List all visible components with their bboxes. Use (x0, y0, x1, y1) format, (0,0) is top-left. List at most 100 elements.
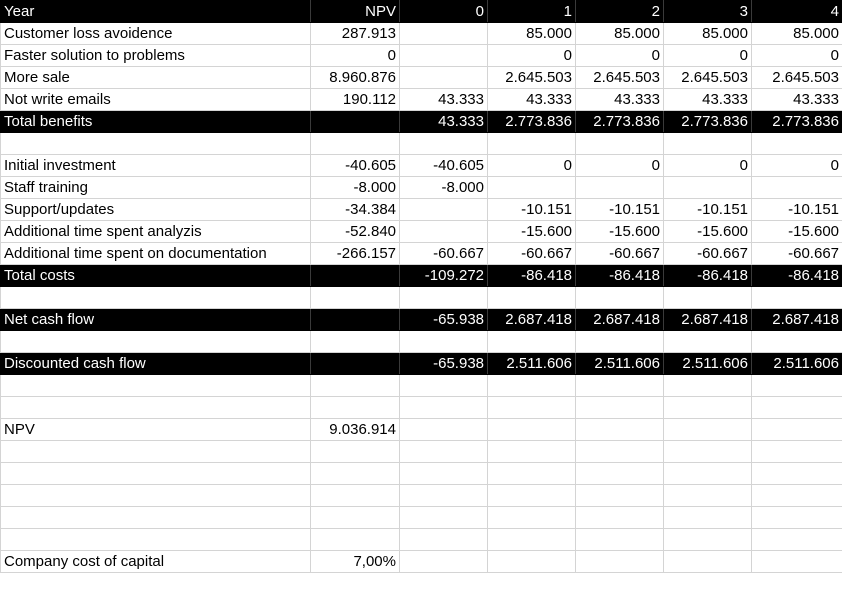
row-label-cell[interactable] (0, 132, 311, 155)
value-cell[interactable] (663, 132, 752, 155)
row-label-cell[interactable]: NPV (0, 418, 311, 441)
value-cell[interactable] (751, 396, 842, 419)
row-label-cell[interactable] (0, 374, 311, 397)
value-cell[interactable]: 0 (310, 44, 400, 67)
value-cell[interactable]: -15.600 (575, 220, 664, 243)
row-label-cell[interactable]: Initial investment (0, 154, 311, 177)
value-cell[interactable] (310, 528, 400, 551)
row-label-cell[interactable]: Total costs (0, 264, 311, 287)
value-cell[interactable]: 85.000 (487, 22, 576, 45)
value-cell[interactable]: 0 (487, 44, 576, 67)
value-cell[interactable] (310, 308, 400, 331)
value-cell[interactable]: -15.600 (487, 220, 576, 243)
value-cell[interactable] (663, 528, 752, 551)
value-cell[interactable] (310, 440, 400, 463)
row-label-cell[interactable]: Year (0, 0, 311, 23)
value-cell[interactable]: -8.000 (399, 176, 488, 199)
value-cell[interactable] (399, 506, 488, 529)
value-cell[interactable] (487, 132, 576, 155)
value-cell[interactable] (663, 440, 752, 463)
value-cell[interactable] (310, 286, 400, 309)
value-cell[interactable] (399, 66, 488, 89)
value-cell[interactable] (751, 506, 842, 529)
value-cell[interactable] (751, 418, 842, 441)
value-cell[interactable] (663, 550, 752, 573)
value-cell[interactable]: 0 (663, 154, 752, 177)
row-label-cell[interactable]: Total benefits (0, 110, 311, 133)
value-cell[interactable]: 85.000 (663, 22, 752, 45)
value-cell[interactable]: -60.667 (751, 242, 842, 265)
row-label-cell[interactable]: Additional time spent on documentation (0, 242, 311, 265)
value-cell[interactable]: 2.773.836 (487, 110, 576, 133)
row-label-cell[interactable] (0, 440, 311, 463)
value-cell[interactable] (399, 550, 488, 573)
value-cell[interactable] (310, 110, 400, 133)
value-cell[interactable] (399, 198, 488, 221)
value-cell[interactable]: 8.960.876 (310, 66, 400, 89)
value-cell[interactable]: -109.272 (399, 264, 488, 287)
value-cell[interactable]: 0 (663, 44, 752, 67)
row-label-cell[interactable]: Not write emails (0, 88, 311, 111)
row-label-cell[interactable]: Faster solution to problems (0, 44, 311, 67)
value-cell[interactable]: 0 (399, 0, 488, 23)
row-label-cell[interactable]: Discounted cash flow (0, 352, 311, 375)
value-cell[interactable]: -86.418 (751, 264, 842, 287)
value-cell[interactable]: -60.667 (663, 242, 752, 265)
value-cell[interactable]: -52.840 (310, 220, 400, 243)
row-label-cell[interactable] (0, 462, 311, 485)
value-cell[interactable]: -60.667 (575, 242, 664, 265)
value-cell[interactable]: 2.773.836 (751, 110, 842, 133)
value-cell[interactable]: -86.418 (487, 264, 576, 287)
value-cell[interactable]: 2.773.836 (575, 110, 664, 133)
row-label-cell[interactable]: Support/updates (0, 198, 311, 221)
value-cell[interactable]: 2.687.418 (663, 308, 752, 331)
value-cell[interactable]: 2.645.503 (575, 66, 664, 89)
value-cell[interactable] (575, 440, 664, 463)
value-cell[interactable] (663, 176, 752, 199)
value-cell[interactable] (575, 396, 664, 419)
value-cell[interactable] (487, 506, 576, 529)
row-label-cell[interactable] (0, 396, 311, 419)
value-cell[interactable] (663, 396, 752, 419)
value-cell[interactable]: 43.333 (487, 88, 576, 111)
value-cell[interactable] (663, 462, 752, 485)
value-cell[interactable]: 0 (575, 154, 664, 177)
value-cell[interactable]: -10.151 (751, 198, 842, 221)
value-cell[interactable]: -34.384 (310, 198, 400, 221)
value-cell[interactable] (310, 396, 400, 419)
value-cell[interactable] (751, 440, 842, 463)
value-cell[interactable]: -10.151 (575, 198, 664, 221)
value-cell[interactable] (663, 330, 752, 353)
value-cell[interactable]: 0 (751, 44, 842, 67)
value-cell[interactable] (751, 132, 842, 155)
value-cell[interactable]: -86.418 (575, 264, 664, 287)
value-cell[interactable] (487, 176, 576, 199)
value-cell[interactable] (399, 286, 488, 309)
value-cell[interactable]: 85.000 (751, 22, 842, 45)
value-cell[interactable] (663, 286, 752, 309)
value-cell[interactable] (399, 418, 488, 441)
row-label-cell[interactable]: Staff training (0, 176, 311, 199)
value-cell[interactable] (487, 484, 576, 507)
value-cell[interactable] (310, 330, 400, 353)
value-cell[interactable] (310, 462, 400, 485)
value-cell[interactable]: 2.687.418 (751, 308, 842, 331)
value-cell[interactable] (399, 132, 488, 155)
value-cell[interactable]: 43.333 (575, 88, 664, 111)
row-label-cell[interactable] (0, 506, 311, 529)
row-label-cell[interactable]: Company cost of capital (0, 550, 311, 573)
value-cell[interactable] (751, 176, 842, 199)
value-cell[interactable]: 4 (751, 0, 842, 23)
value-cell[interactable]: 2.645.503 (751, 66, 842, 89)
value-cell[interactable] (575, 330, 664, 353)
value-cell[interactable]: 0 (575, 44, 664, 67)
value-cell[interactable]: -40.605 (310, 154, 400, 177)
value-cell[interactable]: 2.687.418 (487, 308, 576, 331)
value-cell[interactable] (663, 418, 752, 441)
value-cell[interactable]: 3 (663, 0, 752, 23)
value-cell[interactable] (399, 44, 488, 67)
value-cell[interactable]: 2.511.606 (663, 352, 752, 375)
value-cell[interactable]: 43.333 (399, 110, 488, 133)
value-cell[interactable]: 2.511.606 (575, 352, 664, 375)
value-cell[interactable]: 190.112 (310, 88, 400, 111)
